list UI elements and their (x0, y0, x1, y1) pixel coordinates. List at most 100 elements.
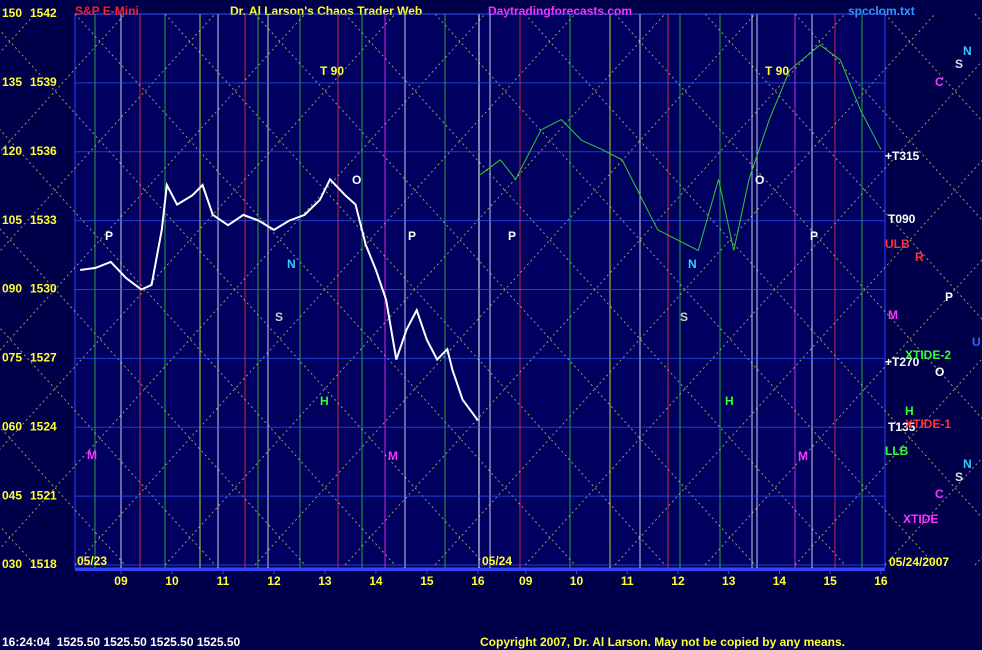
annotation: M (87, 448, 97, 462)
annotation: XTIDE-2 (905, 348, 951, 362)
quote: 16:24:04 1525.50 1525.50 1525.50 1525.50 (2, 635, 241, 649)
annotation: T 90 (320, 64, 344, 78)
annotation: C (935, 487, 944, 501)
annotation: M (888, 308, 898, 322)
y-tick-label: 1518 (30, 557, 57, 571)
y-tick-label: 1527 (30, 351, 57, 365)
y2-tick-label: 105 (2, 213, 22, 227)
y-tick-label: 1536 (30, 144, 57, 158)
x-tick-label: 13 (318, 574, 332, 588)
annotation: ULB (885, 237, 910, 251)
annotation: O (352, 173, 361, 187)
annotation: H (725, 394, 734, 408)
diagonal (0, 128, 396, 566)
annotation: H (320, 394, 329, 408)
diagonal (434, 13, 936, 566)
annotation: T135 (888, 420, 916, 434)
diagonal (254, 13, 756, 566)
y2-tick-label: 120 (2, 144, 22, 158)
diagonal (164, 13, 666, 566)
diagonal (0, 327, 216, 566)
annotation: T090 (888, 212, 916, 226)
symbol: S&P E-Mini (75, 4, 139, 18)
y-tick-label: 1524 (30, 419, 57, 433)
y2-tick-label: 060 (2, 419, 22, 433)
diagonal (524, 60, 982, 566)
copyright: Copyright 2007, Dr. Al Larson. May not b… (480, 635, 845, 649)
y-tick-label: 1539 (30, 75, 57, 89)
plot-area (74, 13, 886, 569)
x-tick-label: 10 (165, 574, 179, 588)
annotation: T 90 (765, 64, 789, 78)
x-tick-label: 16 (471, 574, 485, 588)
x-tick-label: 09 (114, 574, 128, 588)
diagonal (0, 13, 486, 550)
file-name: spcclom.txt (848, 4, 915, 18)
annotation: +T270 (885, 355, 920, 369)
diagonal (0, 426, 126, 566)
annotation: N (688, 257, 697, 271)
annotation: XTIDE (903, 512, 938, 526)
annotation: N (963, 457, 972, 471)
date-label: 05/24 (482, 554, 512, 568)
annotation: S (680, 310, 688, 324)
annotation: P (810, 229, 818, 243)
x-tick-label: 12 (671, 574, 685, 588)
diagonal (344, 13, 846, 566)
x-tick-label: 15 (420, 574, 434, 588)
annotation: H (905, 404, 914, 418)
x-tick-label: 15 (824, 574, 838, 588)
layout-lines (0, 13, 982, 571)
diagonal (164, 13, 666, 566)
annotation: M (388, 449, 398, 463)
price-line (479, 44, 882, 252)
end-date: 05/24/2007 (889, 555, 949, 569)
y2-tick-label: 075 (2, 351, 22, 365)
annotation: O (755, 173, 764, 187)
y2-tick-label: 150 (2, 6, 22, 20)
y-tick-label: 1530 (30, 282, 57, 296)
annotation: C (935, 75, 944, 89)
annotation: S (275, 310, 283, 324)
site-url: Daytradingforecasts.com (488, 4, 632, 18)
annotation: P (408, 229, 416, 243)
x-tick-label: 10 (570, 574, 584, 588)
diagonal (0, 13, 216, 252)
annotation: N (287, 257, 296, 271)
price-line (80, 177, 479, 421)
diagonal (254, 13, 756, 566)
annotation: LLB (885, 444, 909, 458)
annotation: S (955, 470, 963, 484)
diagonal (344, 13, 846, 566)
diagonal (0, 228, 306, 566)
annotation: P (945, 290, 953, 304)
annotation: S (955, 57, 963, 71)
annotation: R (915, 250, 924, 264)
y-tick-label: 1533 (30, 213, 57, 227)
y-tick-label: 1521 (30, 488, 57, 502)
annotation: XTIDE-1 (905, 417, 951, 431)
annotation: P (105, 229, 113, 243)
diagonal (0, 13, 396, 451)
y2-tick-label: 135 (2, 75, 22, 89)
x-tick-label: 09 (519, 574, 533, 588)
diagonal (74, 13, 576, 566)
site-title: Dr. Al Larson's Chaos Trader Web (230, 4, 422, 18)
x-tick-label: 14 (369, 574, 383, 588)
annotation: M (798, 449, 808, 463)
date-label: 05/23 (77, 554, 107, 568)
x-tick-label: 16 (874, 574, 888, 588)
diagonal (74, 13, 576, 566)
diagonal (0, 29, 486, 566)
y-tick-label: 1542 (30, 6, 57, 20)
x-tick-label: 12 (267, 574, 281, 588)
x-tick-label: 11 (621, 574, 634, 588)
annotation: O (935, 365, 944, 379)
y2-tick-label: 045 (2, 488, 22, 502)
diagonal (524, 13, 982, 519)
annotation: N (963, 44, 972, 58)
x-tick-label: 13 (722, 574, 736, 588)
diagonal (0, 13, 126, 153)
annotation: P (508, 229, 516, 243)
